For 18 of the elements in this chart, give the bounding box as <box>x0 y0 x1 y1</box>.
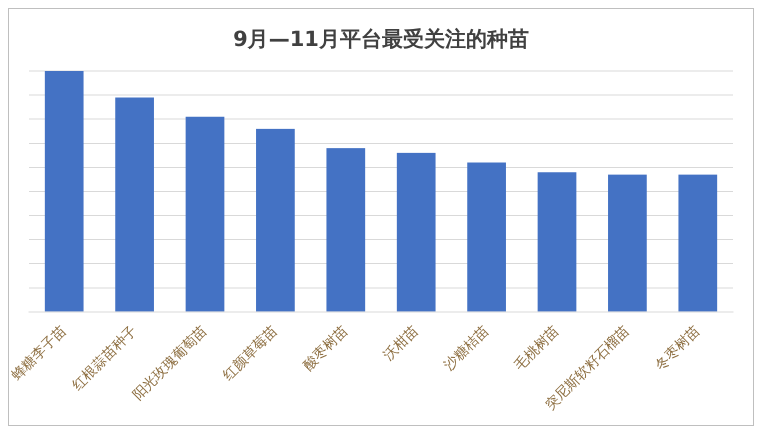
x-tick-label: 沙糖桔苗 <box>441 322 492 374</box>
x-tick-label: 蜂糖李子苗 <box>8 322 70 384</box>
bar <box>115 98 154 312</box>
bar <box>326 148 366 312</box>
x-tick-label: 酸枣树苗 <box>300 322 352 374</box>
bar <box>678 174 718 312</box>
x-tick-label: 红颜草莓苗 <box>220 322 281 384</box>
x-tick-label: 沃柑苗 <box>380 322 422 364</box>
bar <box>256 128 295 312</box>
x-tick-label: 毛桃树苗 <box>511 322 562 374</box>
bar <box>396 152 436 312</box>
bar <box>186 116 224 312</box>
bar <box>538 172 576 312</box>
bar <box>44 71 84 312</box>
chart-title: 9月—11月平台最受关注的种苗 <box>232 26 530 53</box>
bar <box>467 162 506 312</box>
bar <box>608 174 647 312</box>
x-tick-label: 冬枣树苗 <box>652 322 704 374</box>
